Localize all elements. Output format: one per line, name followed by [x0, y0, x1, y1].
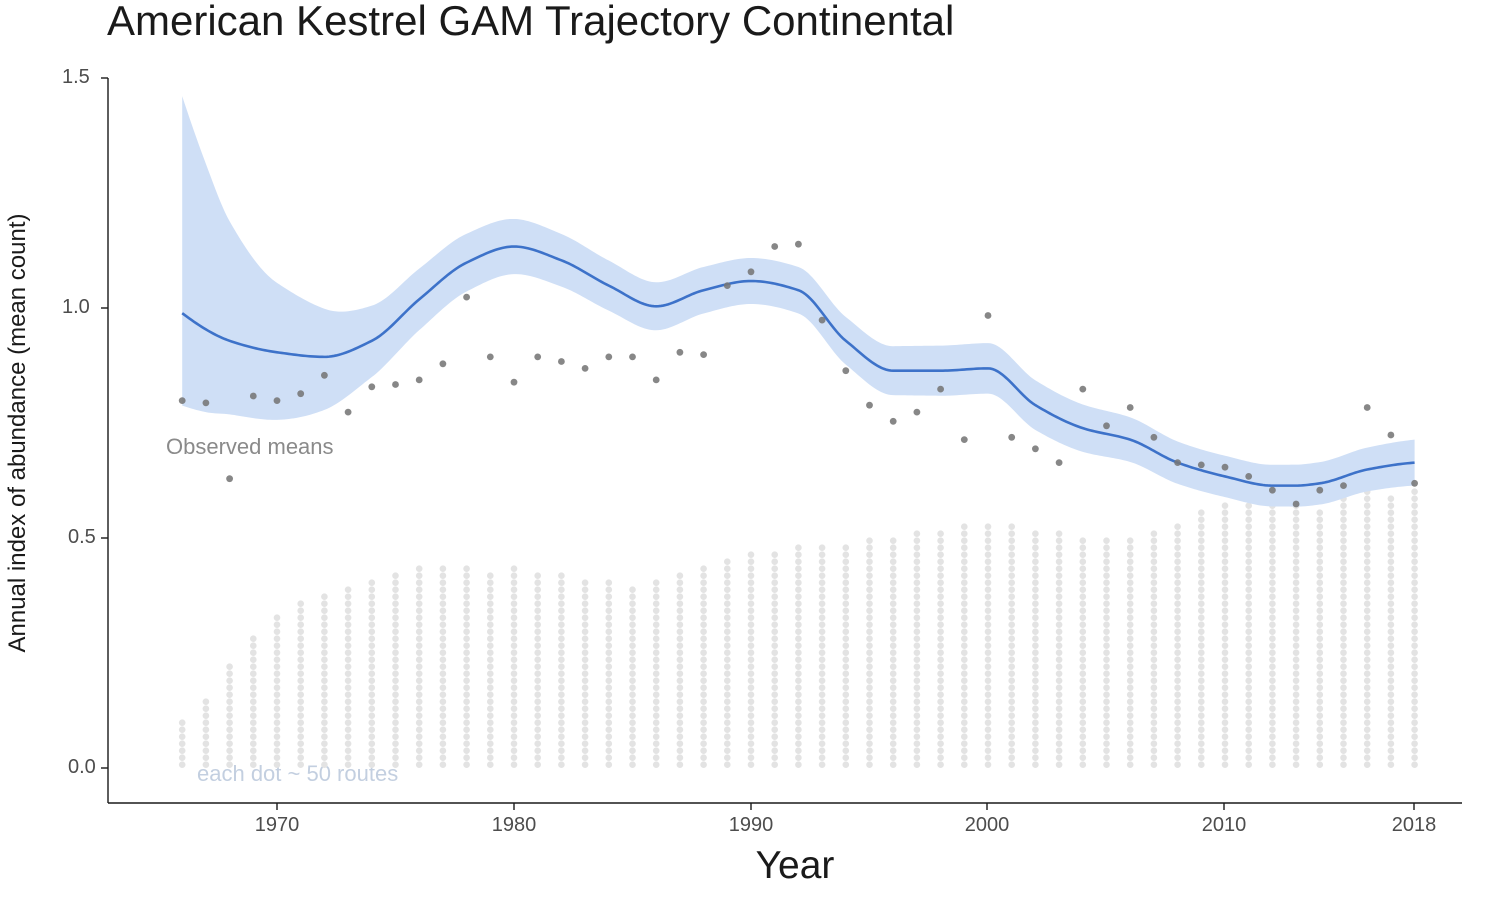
svg-text:Observed means: Observed means — [166, 434, 334, 459]
